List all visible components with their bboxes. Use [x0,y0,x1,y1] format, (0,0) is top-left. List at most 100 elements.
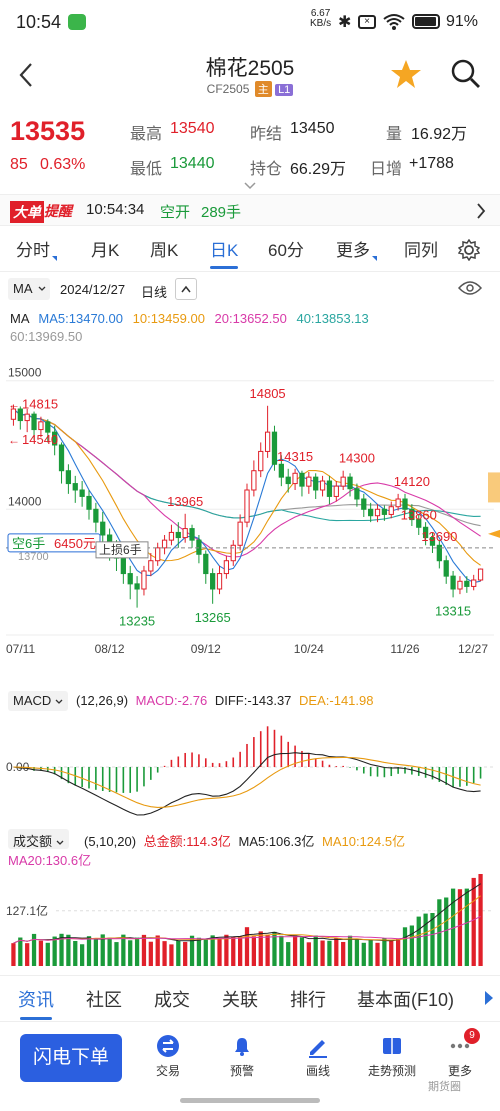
more-button[interactable]: 更多 9 [430,1028,490,1079]
candle-body [319,480,326,491]
indicator-select[interactable]: MA [8,278,50,300]
macd-chart[interactable]: 0.00 [0,712,500,822]
turnover-bar [45,942,50,966]
tab-daily[interactable]: 日K [210,236,239,269]
turnover-bar [334,938,339,966]
collapse-chevron-icon[interactable] [175,278,197,300]
candle-body [313,476,319,491]
turnover-bar [114,942,119,966]
turnover-bar [478,874,483,966]
home-indicator[interactable] [180,1098,320,1103]
candle-body [79,489,85,497]
tab-intraday[interactable]: 分时 [16,236,57,261]
turnover-bar [121,934,126,966]
tab-weekly[interactable]: 周K [150,241,179,260]
star-icon[interactable] [390,58,422,90]
tab-monthly[interactable]: 月K [91,241,120,260]
turnover-bar [272,931,277,966]
settings-gear-icon[interactable] [458,239,480,261]
candle-body [354,488,360,500]
price-annotation: 13965 [167,494,203,509]
turnover-bar [238,936,243,966]
watermark: 期货圈 [428,1081,461,1093]
turnover-bar [299,937,305,966]
candle-body [264,431,271,452]
tab-ranking[interactable]: 排行 [290,990,326,1010]
turnover-ma5: MA5:106.3亿 [238,834,315,849]
dropdown-triangle-icon [52,256,57,261]
macd-select[interactable]: MACD [8,691,68,711]
expand-chevron-icon[interactable] [244,182,256,190]
volume-value: 16.92万 [411,126,468,143]
price-annotation: 13690 [421,529,457,544]
candle-body [100,521,106,536]
turnover-chart[interactable]: 127.1亿 [0,866,500,970]
candle-body [93,508,99,523]
forecast-label: 走势预测 [367,1064,416,1078]
candle-body [65,470,72,485]
candle-body [127,573,133,585]
tab-trades[interactable]: 成交 [154,990,190,1010]
ma-legend: MA MA5:13470.00 10:13459.00 20:13652.50 … [10,311,369,326]
price-annotation: 13235 [119,614,155,629]
tab-60min[interactable]: 60分 [268,241,304,260]
candle-body [429,537,436,546]
price-annotation: 14540 [22,432,58,447]
turnover-bar [25,943,30,966]
ma20-line [13,408,481,558]
position-label: 空6手 [12,536,45,551]
price-annotation: 14805 [250,386,286,401]
turnover-bar [251,936,256,966]
flash-order-button[interactable]: 闪电下单 [20,1034,122,1082]
tab-related[interactable]: 关联 [222,990,258,1010]
tab-fundamentals[interactable]: 基本面(F10) [357,990,455,1010]
eye-icon[interactable] [458,280,482,296]
candle-body [347,476,353,490]
tab-more[interactable]: 更多 [336,236,377,261]
tab-news[interactable]: 资讯 [18,986,54,1020]
alert-button[interactable]: 预警 [212,1034,272,1079]
period-tabs: 分时 月K 周K 日K 60分 更多 同列 [0,228,500,272]
turnover-bar [155,935,160,966]
back-arrow-icon[interactable] [18,62,34,88]
candle-body [368,508,374,517]
candle-body [161,539,168,549]
price-annotation: 13265 [195,610,231,625]
candle-body [203,553,209,575]
macd-legend: (12,26,9) MACD:-2.76 DIFF:-143.37 DEA:-1… [76,693,373,708]
candle-body [31,413,37,431]
macd-select-label: MACD [13,693,52,708]
pen-icon [309,1040,327,1058]
scroll-right-icon[interactable] [484,990,494,1006]
forecast-button[interactable]: 走势预测 [362,1034,422,1079]
tab-community[interactable]: 社区 [86,990,122,1010]
candle-body [436,544,442,562]
candle-body [141,570,147,590]
chevron-right-icon[interactable] [476,203,486,219]
search-icon[interactable] [450,58,482,90]
status-time: 10:54 [16,12,62,32]
draw-line-button[interactable]: 画线 [288,1034,348,1079]
turnover-bar [396,938,401,966]
main-contract-badge: 主 [254,81,272,97]
turnover-bar [327,940,332,966]
alert-time: 10:54:34 [86,201,145,218]
turnover-bar [11,943,16,966]
chart-date: 2024/12/27 [60,282,126,297]
turnover-bar [402,927,408,966]
candle-body [409,508,415,521]
big-order-alert-bar[interactable]: 大单 提醒 10:54:34 空开 289手 [0,194,500,226]
tab-same-row[interactable]: 同列 [404,241,438,260]
trade-button[interactable]: 交易 [138,1034,198,1079]
bluetooth-icon: ✱ [338,14,352,31]
turnover-bar [423,913,428,966]
candle-body [155,547,161,562]
candle-body [422,526,429,539]
turnover-select[interactable]: 成交额 [8,829,69,849]
candle-body [306,476,312,487]
candle-body [326,480,333,497]
quote-panel: 13535 85 0.63% 最高 13540 最低 13440 昨结 1345… [0,110,500,194]
candle-body [285,476,291,485]
tab-intraday-label: 分时 [16,241,50,260]
